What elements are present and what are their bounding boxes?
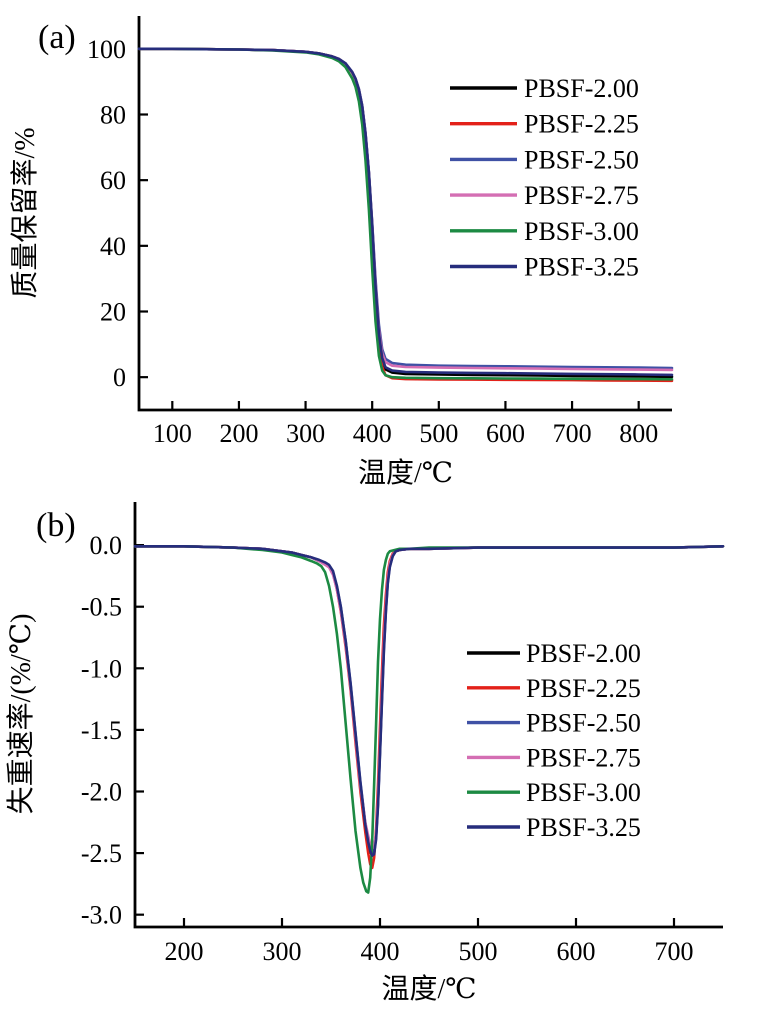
panel-a-mass-retention-chart: 100 200 300 400 500 600 700 800 0 20 40 60 80 100 温度/℃… — [9, 16, 674, 489]
y-tick-label: 100 — [87, 35, 126, 64]
legend-label-PBSF-2.25: PBSF-2.25 — [526, 674, 641, 703]
y-tick-label: 0 — [113, 363, 126, 392]
legend-label-PBSF-2.00: PBSF-2.00 — [524, 74, 639, 103]
y-tick-label: -3.0 — [81, 901, 122, 930]
x-tick-label: 700 — [655, 937, 694, 966]
x-tick-label: 600 — [557, 937, 596, 966]
x-tick-label: 300 — [286, 419, 325, 448]
x-tick-label: 200 — [219, 419, 258, 448]
legend-label-PBSF-2.25: PBSF-2.25 — [524, 110, 639, 139]
series-line-PBSF-3.25 — [137, 47, 674, 377]
x-axis-title: 温度/℃ — [381, 973, 476, 1005]
y-axis-title: 质量保留率/% — [9, 127, 41, 298]
x-tick-label: 500 — [419, 419, 458, 448]
legend-label-PBSF-2.00: PBSF-2.00 — [526, 639, 641, 668]
x-tick-label: 400 — [361, 937, 400, 966]
y-axis-title: 失重速率/(%/℃) — [5, 614, 37, 815]
x-tick-label: 200 — [165, 937, 204, 966]
y-tick-label: 80 — [100, 101, 126, 130]
y-tick-label: -1.0 — [81, 654, 122, 683]
panel-b-weight-loss-rate-chart: 200 300 400 500 600 700 0.0 -0.5 -1.0 -1.5 -2.0 -2.… — [5, 502, 725, 1005]
y-tick-label: -1.5 — [81, 716, 122, 745]
legend-label-PBSF-3.25: PBSF-3.25 — [524, 253, 639, 282]
x-tick-label: 300 — [263, 937, 302, 966]
x-tick-label: 600 — [486, 419, 525, 448]
legend-label-PBSF-3.00: PBSF-3.00 — [524, 217, 639, 246]
legend-label-PBSF-3.00: PBSF-3.00 — [526, 778, 641, 807]
series-line-PBSF-3.25 — [133, 544, 725, 857]
y-tick-label: -2.0 — [81, 777, 122, 806]
axes — [133, 502, 723, 929]
x-tick-label: 500 — [459, 937, 498, 966]
y-tick-label: -2.5 — [81, 839, 122, 868]
panel-label: (b) — [36, 507, 76, 544]
panel-label: (a) — [38, 19, 76, 56]
legend-label-PBSF-2.50: PBSF-2.50 — [524, 145, 639, 174]
legend-label-PBSF-2.75: PBSF-2.75 — [526, 743, 641, 772]
y-tick-label: 60 — [100, 166, 126, 195]
axes — [137, 16, 672, 412]
legend-label-PBSF-2.50: PBSF-2.50 — [526, 709, 641, 738]
y-tick-label: 40 — [100, 232, 126, 261]
y-tick-label: 20 — [100, 298, 126, 327]
x-tick-label: 800 — [619, 419, 658, 448]
legend-label-PBSF-3.25: PBSF-3.25 — [526, 813, 641, 842]
x-tick-label: 700 — [553, 419, 592, 448]
legend-label-PBSF-2.75: PBSF-2.75 — [524, 181, 639, 210]
x-tick-label: 400 — [353, 419, 392, 448]
x-tick-label: 100 — [153, 419, 192, 448]
x-axis-title: 温度/℃ — [358, 457, 453, 489]
y-tick-label: -0.5 — [81, 593, 122, 622]
y-tick-label: 0.0 — [90, 531, 123, 560]
